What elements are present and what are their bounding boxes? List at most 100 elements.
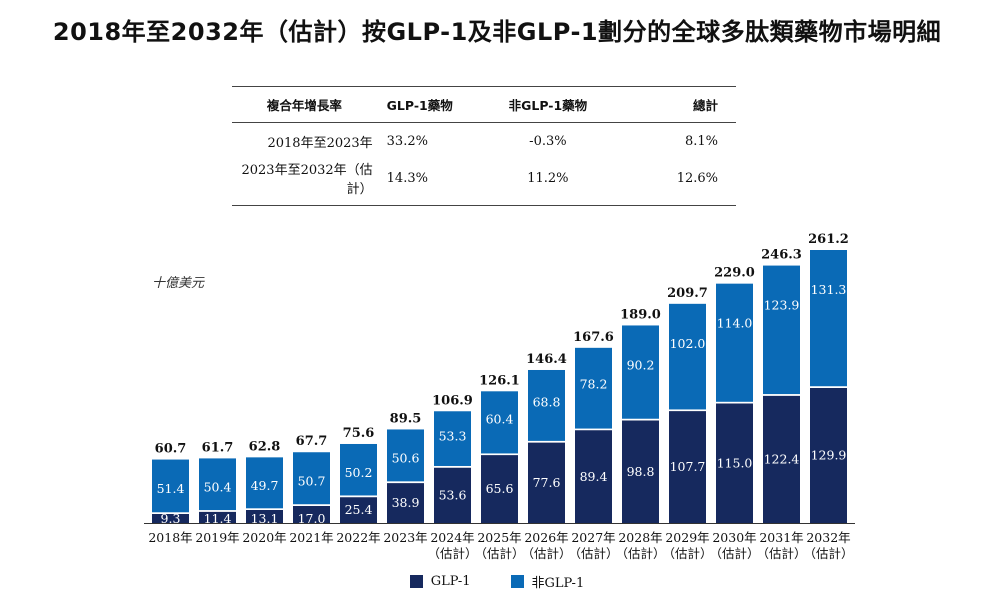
bar-glp1 bbox=[763, 395, 800, 523]
label-non-glp1: 50.4 bbox=[204, 479, 232, 494]
x-tick-label: 2021年 bbox=[289, 530, 333, 545]
cagr-glp1: 14.3% bbox=[376, 155, 476, 206]
label-non-glp1: 68.8 bbox=[533, 394, 561, 409]
x-tick-label: （估計） bbox=[427, 546, 477, 561]
bar-non-glp1 bbox=[622, 325, 659, 419]
label-total: 209.7 bbox=[667, 286, 708, 301]
bar-glp1 bbox=[199, 511, 236, 523]
cagr-header-glp1: GLP-1藥物 bbox=[376, 86, 476, 123]
label-total: 246.3 bbox=[761, 248, 802, 263]
bar-glp1 bbox=[434, 466, 471, 523]
cagr-non-glp1: -0.3% bbox=[529, 134, 567, 149]
label-glp1: 11.4 bbox=[204, 511, 232, 526]
bar-non-glp1 bbox=[387, 429, 424, 482]
legend-swatch-glp1 bbox=[409, 575, 423, 588]
bar-non-glp1 bbox=[246, 457, 283, 509]
label-non-glp1: 50.6 bbox=[392, 451, 420, 466]
label-total: 261.2 bbox=[808, 232, 849, 247]
label-total: 146.4 bbox=[526, 352, 567, 367]
label-non-glp1: 131.3 bbox=[811, 282, 847, 297]
label-glp1: 107.7 bbox=[670, 459, 706, 474]
bar-non-glp1 bbox=[293, 452, 330, 505]
x-tick-label: 2029年 bbox=[665, 530, 709, 545]
label-non-glp1: 78.2 bbox=[580, 377, 608, 392]
bar-non-glp1 bbox=[810, 250, 847, 387]
bar-glp1 bbox=[716, 402, 753, 523]
cagr-total: 12.6% bbox=[620, 155, 736, 206]
y-unit-label: 十億美元 bbox=[152, 276, 205, 291]
label-glp1: 9.3 bbox=[161, 511, 181, 526]
bar-non-glp1 bbox=[669, 303, 706, 410]
legend-label-glp1: GLP-1 bbox=[430, 574, 471, 589]
cagr-header-total: 總計 bbox=[620, 86, 736, 123]
label-total: 61.7 bbox=[202, 440, 234, 455]
chart-title: 2018年至2032年（估計）按GLP-1及非GLP-1劃分的全球多肽類藥物市場… bbox=[52, 18, 942, 46]
label-total: 89.5 bbox=[390, 411, 422, 426]
x-tick-label: （估計） bbox=[756, 546, 806, 561]
label-non-glp1: 114.0 bbox=[717, 316, 753, 331]
x-tick-label: 2019年 bbox=[195, 530, 239, 545]
legend-label-non-glp1: 非GLP-1 bbox=[531, 576, 585, 591]
bar-non-glp1 bbox=[528, 369, 565, 441]
bar-non-glp1 bbox=[575, 347, 612, 429]
bar-glp1 bbox=[152, 513, 189, 523]
x-tick-label: 2024年 bbox=[430, 530, 474, 545]
bar-glp1 bbox=[246, 509, 283, 523]
label-non-glp1: 53.3 bbox=[439, 428, 467, 443]
legend: GLP-1 非GLP-1 bbox=[0, 572, 994, 591]
x-tick-label: 2018年 bbox=[148, 530, 192, 545]
bar-glp1 bbox=[340, 496, 377, 523]
label-glp1: 89.4 bbox=[580, 469, 608, 484]
x-tick-label: （估計） bbox=[662, 546, 712, 561]
label-total: 106.9 bbox=[432, 393, 473, 408]
cagr-table: 複合年增長率 GLP-1藥物 非GLP-1藥物 總計 2018年至2023年 3… bbox=[232, 86, 736, 206]
bar-glp1 bbox=[481, 454, 518, 523]
label-glp1: 38.9 bbox=[392, 495, 420, 510]
label-glp1: 77.6 bbox=[533, 475, 561, 490]
bar-glp1 bbox=[622, 419, 659, 523]
legend-swatch-non-glp1 bbox=[510, 575, 524, 588]
x-tick-label: 2022年 bbox=[336, 530, 380, 545]
label-total: 167.6 bbox=[573, 330, 614, 345]
cagr-row: 2018年至2023年 33.2% -0.3% 8.1% bbox=[232, 123, 736, 156]
cagr-period: 2018年至2023年 bbox=[267, 136, 373, 151]
x-tick-label: （估計） bbox=[521, 546, 571, 561]
x-tick-label: 2023年 bbox=[383, 530, 427, 545]
label-non-glp1: 90.2 bbox=[627, 357, 655, 372]
bar-non-glp1 bbox=[763, 265, 800, 395]
x-tick-label: 2028年 bbox=[618, 530, 662, 545]
bar-glp1 bbox=[575, 429, 612, 523]
bar-glp1 bbox=[293, 505, 330, 523]
bar-non-glp1 bbox=[481, 391, 518, 454]
legend-item-glp1: GLP-1 bbox=[409, 572, 471, 591]
bar-non-glp1 bbox=[152, 459, 189, 513]
label-total: 229.0 bbox=[714, 266, 755, 281]
label-non-glp1: 51.4 bbox=[157, 481, 185, 496]
bar-glp1 bbox=[528, 441, 565, 523]
bar-non-glp1 bbox=[340, 443, 377, 496]
x-tick-label: 2025年 bbox=[477, 530, 521, 545]
x-tick-label: 2020年 bbox=[242, 530, 286, 545]
label-glp1: 17.0 bbox=[298, 511, 326, 526]
label-non-glp1: 60.4 bbox=[486, 412, 514, 427]
bar-glp1 bbox=[810, 387, 847, 523]
cagr-period: 2023年至2032年（估計） bbox=[232, 155, 377, 206]
label-glp1: 115.0 bbox=[717, 455, 753, 470]
x-tick-label: 2032年 bbox=[806, 530, 850, 545]
bar-glp1 bbox=[669, 410, 706, 523]
cagr-header-non-glp1: 非GLP-1藥物 bbox=[475, 86, 621, 123]
label-non-glp1: 49.7 bbox=[251, 478, 279, 493]
label-glp1: 129.9 bbox=[811, 448, 847, 463]
bar-non-glp1 bbox=[199, 458, 236, 511]
bar-non-glp1 bbox=[716, 283, 753, 402]
x-tick-label: （估計） bbox=[568, 546, 618, 561]
label-non-glp1: 123.9 bbox=[764, 298, 800, 313]
x-tick-label: （估計） bbox=[615, 546, 665, 561]
label-glp1: 25.4 bbox=[345, 502, 373, 517]
label-glp1: 122.4 bbox=[764, 452, 800, 467]
x-tick-label: 2027年 bbox=[571, 530, 615, 545]
x-tick-label: （估計） bbox=[803, 546, 853, 561]
cagr-row: 2023年至2032年（估計） 14.3% 11.2% 12.6% bbox=[232, 155, 736, 206]
x-tick-label: 2030年 bbox=[712, 530, 756, 545]
